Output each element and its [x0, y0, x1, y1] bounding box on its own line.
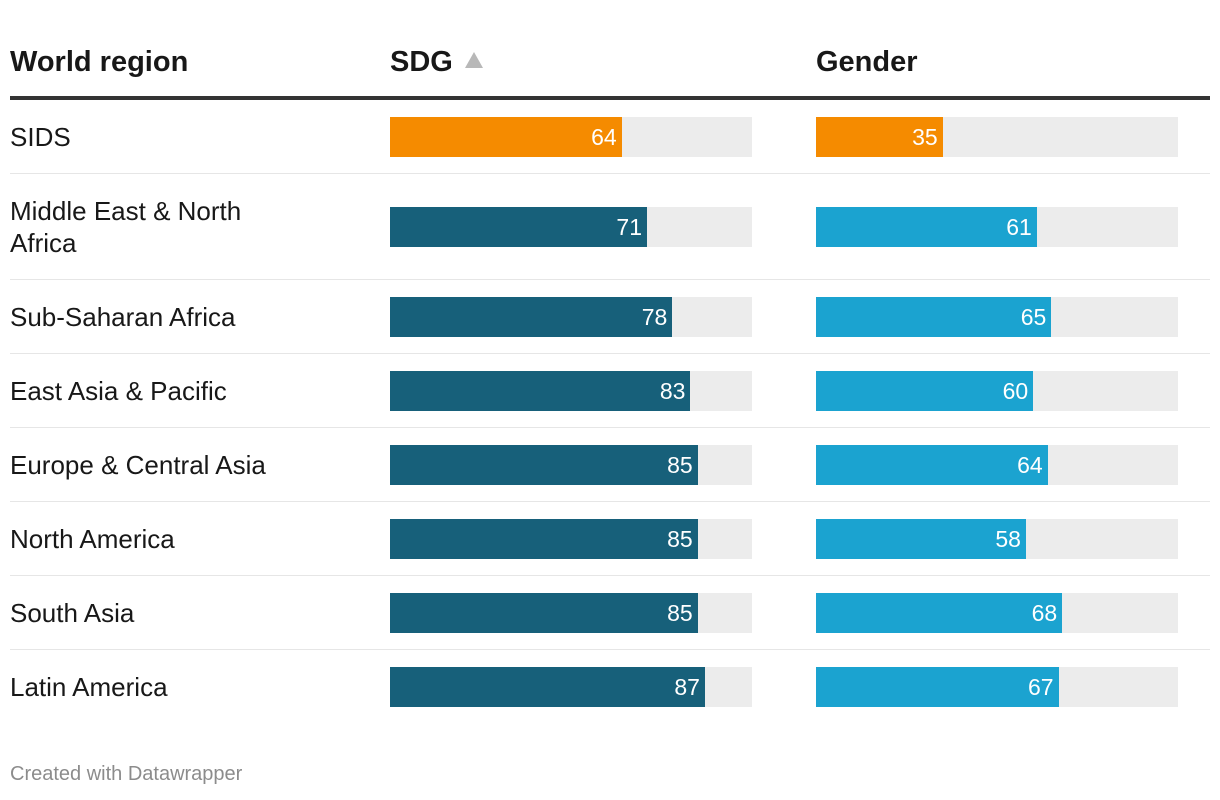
gender-value-label: 61	[1006, 213, 1032, 240]
gender-bar: 61	[816, 206, 1037, 247]
column-header-gender-label: Gender	[816, 46, 918, 78]
sdg-value-label: 83	[659, 377, 686, 404]
region-label: Middle East & North Africa	[10, 195, 242, 258]
gender-bar-track: 65	[816, 296, 1178, 337]
column-header-sdg-label: SDG	[390, 46, 453, 78]
gender-bar: 64	[816, 444, 1048, 485]
gender-bar: 68	[816, 592, 1063, 633]
table-row: North America 85 58	[10, 502, 1210, 576]
sdg-bar: 78	[390, 296, 673, 337]
table-row: SIDS 64 35	[10, 100, 1210, 174]
sdg-bar: 85	[390, 518, 698, 559]
sdg-value-label: 85	[667, 451, 693, 478]
sdg-bar: 64	[390, 116, 622, 157]
gender-value-label: 67	[1027, 674, 1054, 700]
gender-bar-track: 35	[816, 116, 1178, 157]
gender-bar-track: 58	[816, 518, 1178, 559]
gender-bar-track: 61	[816, 206, 1178, 247]
table-header: World region SDG Gender	[10, 30, 1210, 100]
gender-bar: 65	[816, 296, 1052, 337]
table-row: Sub-Saharan Africa 78 65	[10, 280, 1210, 354]
gender-value-label: 64	[1017, 451, 1043, 478]
sdg-bar-track: 64	[390, 116, 752, 157]
region-label: Europe & Central Asia	[10, 449, 266, 480]
sdg-value-label: 71	[616, 213, 643, 240]
table-row: Latin America 87 67	[10, 650, 1210, 724]
sdg-bar-track: 78	[390, 296, 752, 337]
gender-value-label: 65	[1020, 303, 1047, 330]
region-label: Sub-Saharan Africa	[10, 301, 236, 332]
sdg-bar-track: 85	[390, 518, 752, 559]
table-row: East Asia & Pacific 83 60	[10, 354, 1210, 428]
column-header-region[interactable]: World region	[10, 46, 188, 79]
column-header-sdg[interactable]: SDG	[390, 46, 483, 79]
gender-value-label: 35	[912, 123, 938, 150]
sdg-bar: 85	[390, 444, 698, 485]
sdg-bar-track: 85	[390, 444, 752, 485]
sdg-bar-track: 71	[390, 206, 752, 247]
data-table: World region SDG Gender SIDS 64 35 Middle E…	[10, 30, 1210, 724]
sdg-bar-track: 85	[390, 592, 752, 633]
gender-bar: 60	[816, 370, 1034, 411]
gender-bar: 35	[816, 116, 943, 157]
region-label: East Asia & Pacific	[10, 375, 227, 406]
table-row: Middle East & North Africa 71 61	[10, 174, 1210, 280]
table-row: South Asia 85 68	[10, 576, 1210, 650]
footer-credit[interactable]: Created with Datawrapper	[10, 763, 243, 785]
region-label: SIDS	[10, 121, 71, 152]
sdg-bar: 87	[390, 667, 705, 707]
sdg-bar: 71	[390, 206, 648, 247]
gender-bar-track: 64	[816, 444, 1178, 485]
sdg-value-label: 78	[641, 303, 668, 330]
table-body: SIDS 64 35 Middle East & North Africa 71 61 Su…	[10, 100, 1210, 724]
sdg-value-label: 64	[591, 123, 617, 150]
gender-bar-track: 67	[816, 667, 1178, 707]
gender-bar: 67	[816, 667, 1059, 707]
sdg-value-label: 85	[667, 525, 693, 552]
gender-value-label: 58	[995, 525, 1021, 552]
sdg-value-label: 85	[667, 599, 693, 626]
sdg-bar: 85	[390, 592, 698, 633]
region-label: South Asia	[10, 597, 135, 628]
sdg-bar-track: 83	[390, 370, 752, 411]
gender-bar-track: 68	[816, 592, 1178, 633]
gender-value-label: 60	[1002, 377, 1029, 404]
gender-value-label: 68	[1031, 599, 1058, 626]
gender-bar-track: 60	[816, 370, 1178, 411]
table-row: Europe & Central Asia 85 64	[10, 428, 1210, 502]
region-label: North America	[10, 523, 175, 554]
region-label: Latin America	[10, 672, 168, 702]
column-header-region-label: World region	[10, 46, 189, 78]
sdg-bar-track: 87	[390, 667, 752, 707]
column-header-gender[interactable]: Gender	[816, 46, 918, 79]
gender-bar: 58	[816, 518, 1026, 559]
sdg-value-label: 87	[674, 674, 700, 700]
sort-ascending-icon	[464, 52, 483, 68]
sdg-bar: 83	[390, 370, 691, 411]
